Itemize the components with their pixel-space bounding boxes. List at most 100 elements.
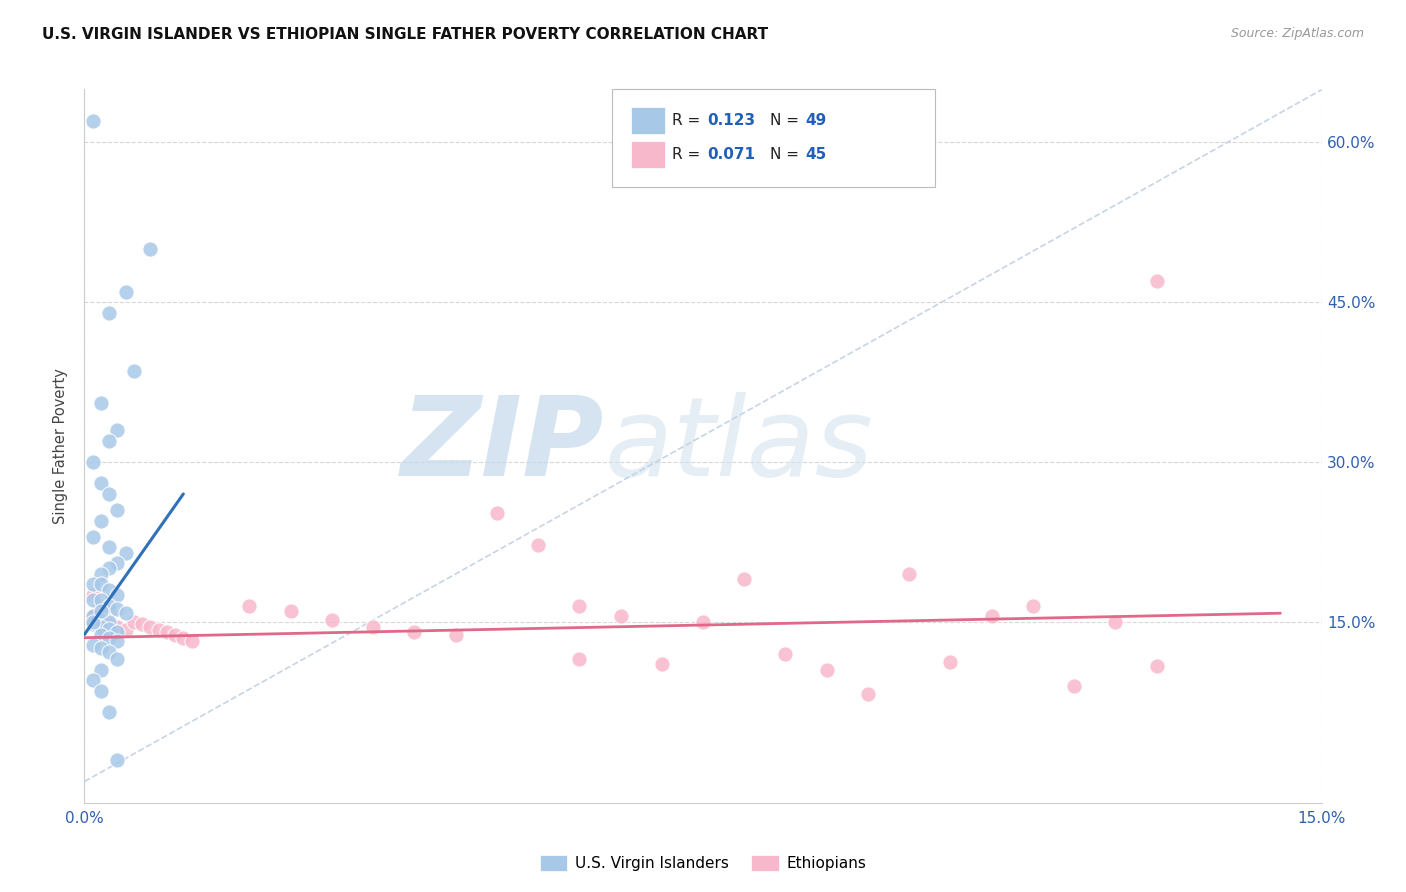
- Point: [485, 506, 508, 520]
- Point: [90, 599, 112, 613]
- Text: 0.123: 0.123: [707, 113, 755, 128]
- Point: [82, 114, 104, 128]
- Point: [82, 455, 104, 469]
- Point: [82, 577, 104, 591]
- Point: [1146, 659, 1168, 673]
- Point: [82, 673, 104, 688]
- Point: [98, 306, 121, 320]
- Point: [82, 638, 104, 652]
- Point: [82, 616, 104, 631]
- Point: [98, 561, 121, 575]
- Point: [98, 615, 121, 629]
- Point: [280, 604, 302, 618]
- Point: [98, 599, 121, 613]
- Point: [82, 593, 104, 607]
- Point: [609, 609, 631, 624]
- Point: [898, 566, 921, 581]
- Point: [361, 620, 384, 634]
- Point: [90, 663, 112, 677]
- Legend: U.S. Virgin Islanders, Ethiopians: U.S. Virgin Islanders, Ethiopians: [533, 849, 873, 877]
- Text: N =: N =: [770, 147, 804, 161]
- Point: [105, 652, 128, 666]
- Point: [90, 514, 112, 528]
- Point: [651, 657, 673, 672]
- Point: [1146, 274, 1168, 288]
- Point: [114, 606, 136, 620]
- Point: [1022, 599, 1045, 613]
- Point: [98, 604, 121, 618]
- Point: [444, 627, 467, 641]
- Point: [98, 644, 121, 658]
- Point: [90, 615, 112, 629]
- Point: [139, 620, 162, 634]
- Point: [105, 625, 128, 640]
- Point: [775, 647, 797, 661]
- Point: [980, 609, 1002, 624]
- Text: 0.071: 0.071: [707, 147, 755, 161]
- Text: R =: R =: [672, 147, 706, 161]
- Point: [82, 615, 104, 629]
- Point: [165, 627, 187, 641]
- Point: [90, 627, 112, 641]
- Point: [527, 538, 550, 552]
- Point: [568, 652, 591, 666]
- Point: [105, 556, 128, 570]
- Text: Source: ZipAtlas.com: Source: ZipAtlas.com: [1230, 27, 1364, 40]
- Point: [238, 599, 260, 613]
- Point: [90, 593, 112, 607]
- Point: [90, 615, 112, 629]
- Point: [105, 423, 128, 437]
- Point: [692, 615, 714, 629]
- Point: [82, 609, 104, 624]
- Point: [90, 684, 112, 698]
- Point: [90, 577, 112, 591]
- Text: 49: 49: [806, 113, 827, 128]
- Point: [815, 663, 838, 677]
- Point: [122, 615, 145, 629]
- Text: R =: R =: [672, 113, 706, 128]
- Point: [82, 609, 104, 624]
- Point: [90, 604, 112, 618]
- Point: [180, 634, 202, 648]
- Point: [90, 476, 112, 491]
- Point: [90, 613, 112, 627]
- Point: [114, 545, 136, 559]
- Point: [172, 631, 194, 645]
- Point: [114, 624, 136, 638]
- Point: [404, 625, 426, 640]
- Point: [105, 602, 128, 616]
- Y-axis label: Single Father Poverty: Single Father Poverty: [52, 368, 67, 524]
- Point: [98, 434, 121, 448]
- Point: [939, 655, 962, 669]
- Text: ZIP: ZIP: [401, 392, 605, 500]
- Point: [98, 631, 121, 645]
- Point: [139, 242, 162, 256]
- Text: N =: N =: [770, 113, 804, 128]
- Point: [105, 588, 128, 602]
- Point: [82, 609, 104, 624]
- Point: [90, 620, 112, 634]
- Point: [105, 503, 128, 517]
- Point: [98, 616, 121, 631]
- Point: [114, 285, 136, 299]
- Point: [105, 620, 128, 634]
- Point: [82, 588, 104, 602]
- Text: atlas: atlas: [605, 392, 873, 500]
- Point: [122, 364, 145, 378]
- Point: [105, 634, 128, 648]
- Point: [98, 582, 121, 597]
- Point: [148, 624, 170, 638]
- Point: [98, 616, 121, 631]
- Point: [98, 622, 121, 636]
- Point: [98, 487, 121, 501]
- Point: [90, 641, 112, 656]
- Point: [98, 706, 121, 720]
- Point: [82, 529, 104, 543]
- Point: [156, 625, 179, 640]
- Text: U.S. VIRGIN ISLANDER VS ETHIOPIAN SINGLE FATHER POVERTY CORRELATION CHART: U.S. VIRGIN ISLANDER VS ETHIOPIAN SINGLE…: [42, 27, 768, 42]
- Point: [1104, 615, 1126, 629]
- Point: [856, 687, 879, 701]
- Point: [90, 396, 112, 410]
- Point: [131, 616, 153, 631]
- Point: [98, 540, 121, 554]
